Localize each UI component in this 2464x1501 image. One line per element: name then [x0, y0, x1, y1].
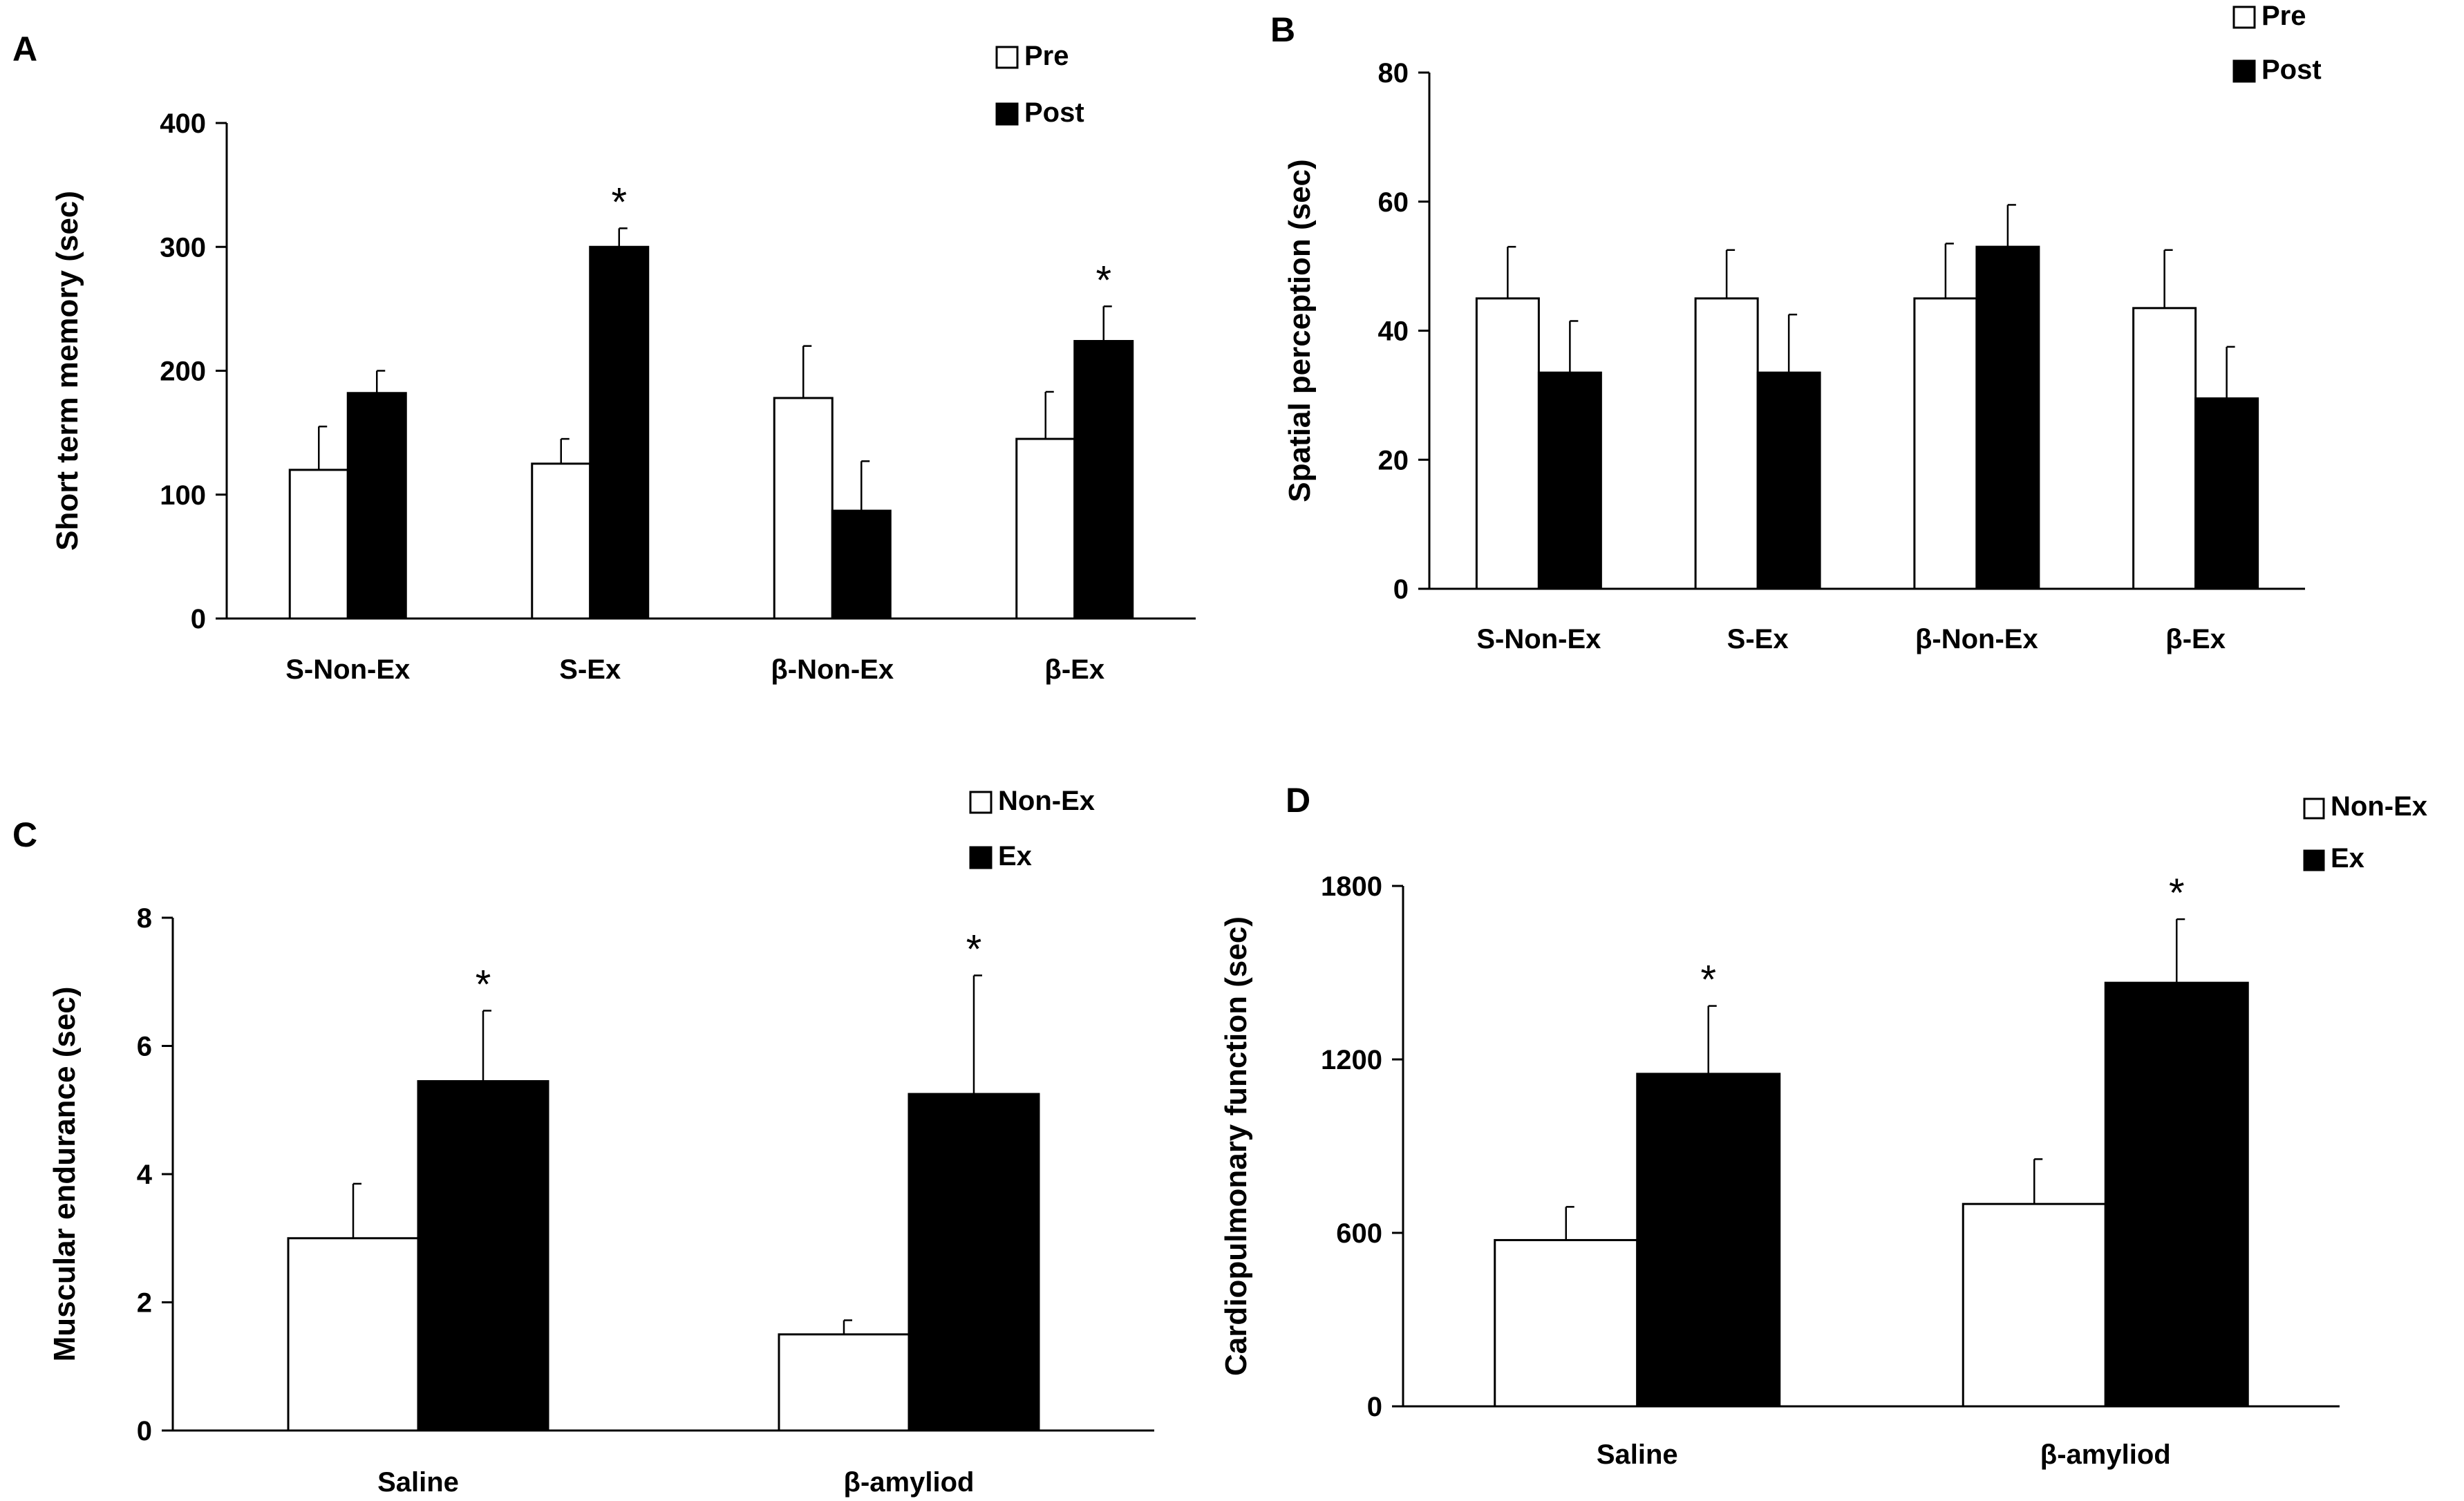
bar-post	[1073, 339, 1134, 620]
legend-swatch-pre	[995, 46, 1019, 69]
bar-post	[2194, 397, 2259, 590]
legend-swatch-post	[2232, 59, 2256, 83]
y-tick-label: 6	[137, 1032, 152, 1062]
bar-pre	[288, 469, 349, 620]
legend-swatch-non-ex	[969, 791, 993, 814]
y-tick-label: 0	[1367, 1392, 1382, 1422]
legend-label: Post	[1024, 97, 1084, 128]
legend-label: Post	[2261, 55, 2322, 85]
significance-marker: *	[1095, 258, 1111, 303]
x-category-label: β-Ex	[2165, 624, 2226, 654]
bar-pre	[1694, 297, 1759, 590]
bar-non-ex	[287, 1237, 420, 1432]
legend-label: Ex	[2331, 843, 2364, 874]
y-tick-label: 0	[1393, 574, 1409, 605]
panel-label: D	[1286, 781, 1310, 820]
y-tick-label: 4	[137, 1160, 153, 1190]
significance-marker: *	[611, 180, 627, 225]
bar-post	[589, 245, 650, 620]
y-tick-label: 8	[137, 903, 152, 934]
x-category-label: S-Ex	[1727, 624, 1789, 654]
legend-label: Non-Ex	[998, 786, 1095, 816]
legend-swatch-pre	[2232, 6, 2256, 29]
y-tick-label: 100	[160, 480, 206, 511]
bar-non-ex	[1962, 1202, 2107, 1408]
x-category-label: β-amyliod	[2040, 1439, 2171, 1470]
bar-pre	[1913, 297, 1978, 590]
y-tick-label: 400	[160, 108, 206, 139]
y-tick-label: 20	[1378, 445, 1409, 475]
chart-panel-b: B 0 20 40 60 80 Spatial perception (sec) S-Non-…	[1270, 1, 2322, 654]
bar-pre	[1475, 297, 1540, 590]
significance-marker: *	[2169, 871, 2185, 916]
y-tick-label: 80	[1378, 58, 1409, 88]
bar-pre	[2132, 307, 2197, 590]
bar-non-ex	[1494, 1238, 1639, 1408]
panel-label: C	[12, 815, 37, 854]
legend-label: Ex	[998, 841, 1032, 871]
bar-ex	[2104, 981, 2249, 1408]
y-tick-label: 300	[160, 232, 206, 263]
y-tick-label: 60	[1378, 187, 1409, 218]
y-tick-label: 2	[137, 1288, 152, 1319]
x-category-label: β-amyliod	[844, 1467, 975, 1498]
y-tick-label: 200	[160, 357, 206, 387]
legend-label: Pre	[2261, 1, 2306, 31]
x-category-label: S-Ex	[559, 654, 621, 685]
y-tick-label: 600	[1336, 1218, 1382, 1249]
y-tick-label: 0	[191, 604, 206, 634]
panel-label: A	[12, 30, 37, 68]
bar-post	[1537, 371, 1602, 590]
bar-post	[1975, 245, 2040, 590]
y-axis-title: Cardiopulmonary function (sec)	[1219, 916, 1253, 1376]
legend-swatch-ex	[2303, 849, 2325, 871]
bar-pre	[1015, 437, 1076, 620]
significance-marker: *	[476, 962, 491, 1007]
chart-panel-c: C 0 2 4 6 8 Muscular endurance (sec) * Saline * β-…	[12, 786, 1154, 1498]
x-category-label: β-Non-Ex	[1915, 624, 2038, 654]
x-category-label: Saline	[377, 1467, 459, 1498]
legend-swatch-non-ex	[2303, 797, 2325, 820]
bar-ex	[1636, 1073, 1781, 1408]
significance-marker: *	[966, 927, 982, 972]
bar-post	[346, 392, 407, 620]
legend-swatch-ex	[969, 846, 993, 869]
x-category-label: S-Non-Ex	[1476, 624, 1601, 654]
x-category-label: β-Non-Ex	[771, 654, 894, 685]
panel-label: B	[1270, 10, 1295, 49]
bar-ex	[417, 1080, 549, 1432]
y-axis-title: Spatial perception (sec)	[1283, 159, 1317, 502]
y-axis-title: Muscular endurance (sec)	[48, 987, 82, 1362]
x-category-label: S-Non-Ex	[285, 654, 410, 685]
bar-post	[831, 509, 892, 620]
significance-marker: *	[1700, 958, 1716, 1003]
y-tick-label: 0	[137, 1416, 152, 1446]
y-tick-label: 1800	[1321, 871, 1382, 902]
chart-panel-d: D 0 600 1200 1800 Cardiopulmonary function (s…	[1219, 781, 2427, 1470]
bar-pre	[531, 462, 592, 620]
y-tick-label: 40	[1378, 317, 1409, 347]
bar-pre	[773, 397, 834, 620]
legend-label: Non-Ex	[2331, 791, 2427, 822]
x-category-label: Saline	[1597, 1439, 1678, 1470]
bar-post	[1756, 371, 1821, 590]
legend-label: Pre	[1024, 41, 1069, 71]
bar-ex	[907, 1093, 1040, 1432]
chart-panel-a: A 0 100 200 300 400 Short term memory (sec) S-N…	[12, 30, 1196, 685]
legend-swatch-post	[995, 102, 1019, 126]
bar-non-ex	[778, 1333, 910, 1432]
y-tick-label: 1200	[1321, 1045, 1382, 1075]
x-category-label: β-Ex	[1044, 654, 1104, 685]
y-axis-title: Short term memory (sec)	[50, 191, 84, 551]
